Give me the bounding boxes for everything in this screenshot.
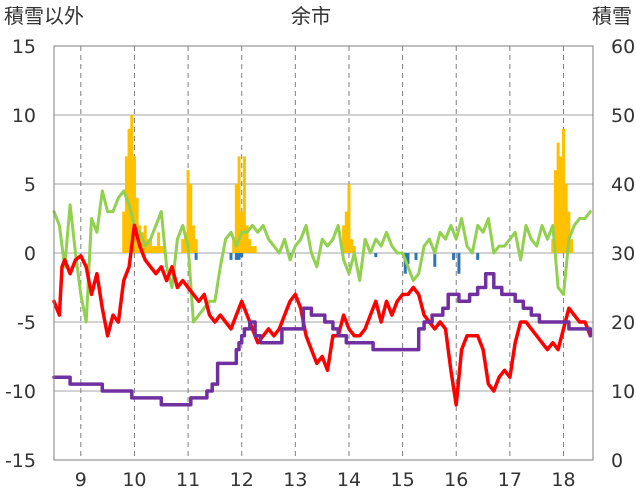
y-tick-right: 60 — [611, 36, 635, 58]
negative_bars-bar — [374, 253, 378, 258]
x-tick: 16 — [444, 469, 468, 491]
negative_bars-bar — [237, 253, 241, 260]
precipitation-bar — [242, 156, 246, 253]
negative_bars-bar — [229, 253, 233, 260]
precipitation-bar — [352, 246, 356, 253]
precipitation-bar — [350, 239, 354, 253]
y-tick-right: 30 — [611, 243, 635, 265]
y-tick-left: -10 — [5, 381, 36, 403]
green_series-line — [52, 189, 592, 324]
y-tick-left: -15 — [5, 450, 36, 472]
precipitation-bar — [248, 239, 252, 253]
x-tick: 18 — [551, 469, 575, 491]
precipitation-bar — [342, 225, 346, 253]
y-tick-right: 0 — [611, 450, 623, 472]
y-tick-left: 0 — [24, 243, 36, 265]
negative_bars-bar — [406, 253, 410, 265]
precipitation-bar — [189, 184, 193, 253]
precipitation-bar — [154, 246, 158, 253]
y-tick-right: 20 — [611, 312, 635, 334]
temperature-line — [52, 223, 593, 407]
x-tick: 11 — [176, 469, 200, 491]
y-axis-right-label: 積雪 — [592, 4, 632, 28]
y-tick-left: 5 — [24, 174, 36, 196]
precipitation-bar — [127, 128, 131, 253]
negative_bars-bar — [194, 253, 198, 260]
precipitation-bar — [132, 156, 136, 253]
precipitation-bar — [232, 239, 236, 253]
y-axis-left-label: 積雪以外 — [4, 4, 84, 28]
precipitation-bar — [194, 239, 198, 253]
precipitation-bar — [250, 246, 254, 253]
precipitation-bar — [253, 246, 257, 253]
x-tick: 9 — [75, 469, 87, 491]
negative_bars-bar — [433, 253, 437, 267]
negative_bars-bar — [240, 253, 244, 258]
y-tick-left: 15 — [12, 36, 36, 58]
x-tick: 10 — [122, 469, 146, 491]
negative_bars-bar — [234, 253, 238, 260]
y-tick-right: 40 — [611, 174, 635, 196]
negative_bars-bar — [414, 253, 418, 260]
x-tick: 15 — [391, 469, 415, 491]
y-tick-right: 10 — [611, 381, 635, 403]
x-tick: 12 — [230, 469, 254, 491]
precipitation-bar — [181, 239, 185, 253]
y-tick-right: 50 — [611, 105, 635, 127]
precipitation-bar — [157, 232, 161, 253]
precipitation-bar — [564, 184, 568, 253]
precipitation-bar — [143, 225, 147, 253]
precipitation-bar — [183, 232, 187, 253]
x-tick: 13 — [283, 469, 307, 491]
negative_bars-bar — [452, 253, 456, 260]
precipitation-bar — [138, 225, 142, 253]
precipitation-bar — [146, 239, 150, 253]
precipitation-bar — [186, 170, 190, 253]
precipitation-bar — [130, 115, 134, 253]
precipitation-bar — [570, 239, 574, 253]
precipitation-bar — [191, 225, 195, 253]
precipitation-bar — [124, 156, 128, 253]
precipitation-bar — [347, 184, 351, 253]
plot-frame — [53, 45, 594, 461]
precipitation-bar — [237, 156, 241, 253]
precipitation-bar — [556, 142, 560, 253]
precipitation-bar — [562, 128, 566, 253]
y-tick-left: -5 — [17, 312, 36, 334]
precipitation-bar — [151, 246, 155, 253]
tick-labels: 15 60 10 50 5 40 0 30 -5 20 -10 10 -15 0 9 10 11 12 13 14 15… — [5, 36, 635, 491]
precipitation-bar — [122, 211, 126, 253]
x-tick: 14 — [337, 469, 361, 491]
y-tick-left: 10 — [12, 105, 36, 127]
precipitation-bar — [559, 156, 563, 253]
line-layer — [52, 189, 593, 407]
precipitation-bar — [149, 239, 153, 253]
snow_depth-line — [52, 271, 593, 407]
negative_bars-bar — [476, 253, 480, 260]
precipitation-bar — [159, 246, 163, 253]
precipitation-bar — [551, 239, 555, 253]
precipitation-bar — [135, 197, 139, 253]
precipitation-bar — [553, 170, 557, 253]
precipitation-bar — [234, 184, 238, 253]
negative_bars-bar — [457, 253, 461, 274]
x-tick: 17 — [498, 469, 522, 491]
chart-title: 余市 — [291, 4, 331, 28]
precipitation-bar — [245, 225, 249, 253]
precipitation-bar — [344, 211, 348, 253]
precipitation-bar — [567, 211, 571, 253]
